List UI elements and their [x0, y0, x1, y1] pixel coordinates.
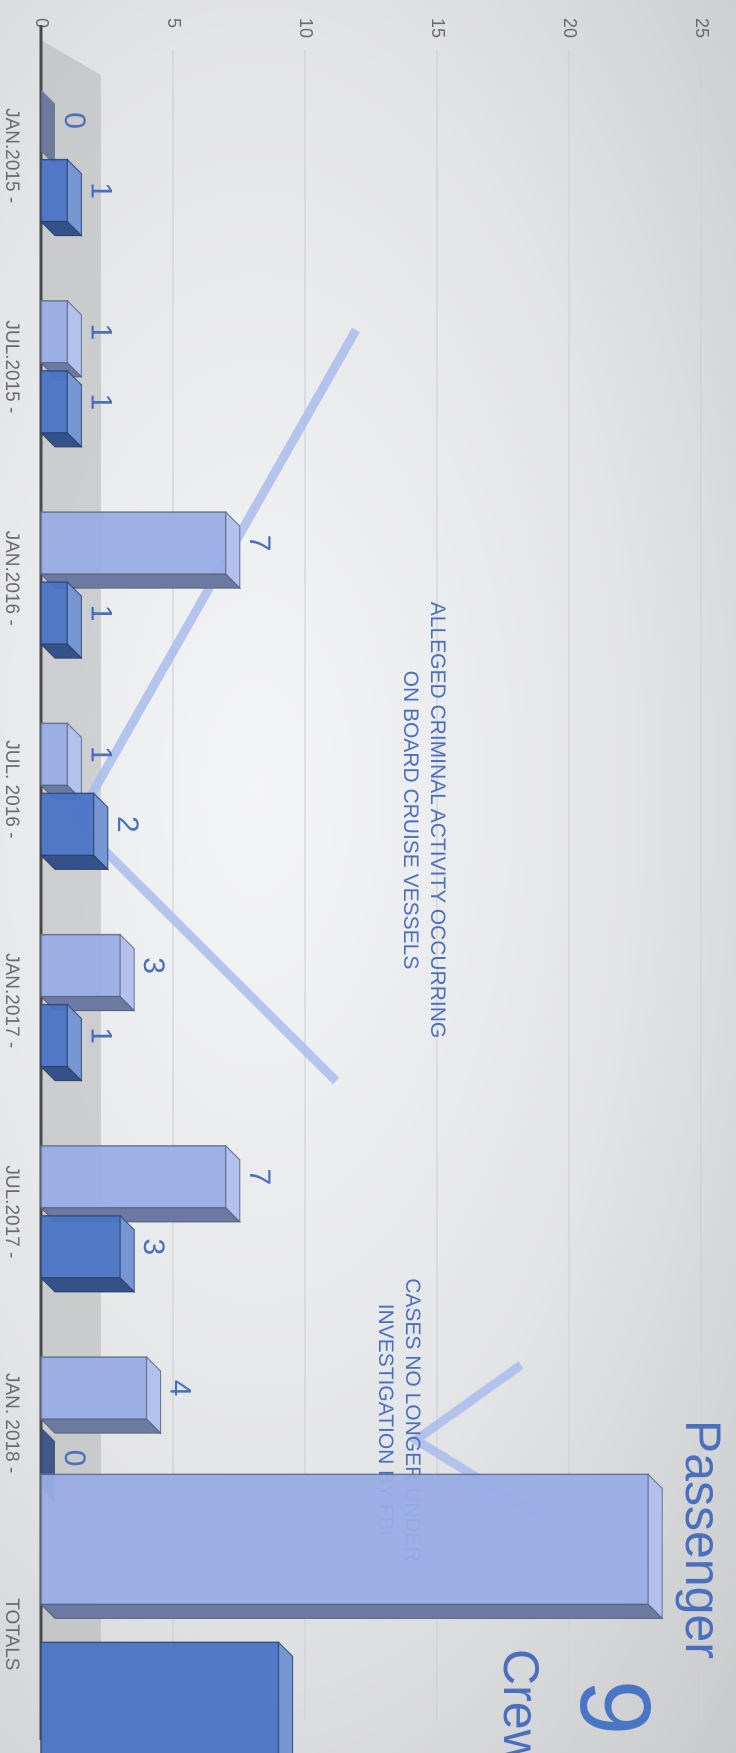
- bar-crew-side: [39, 221, 83, 237]
- data-label-crew: 0: [58, 1450, 91, 1467]
- data-label-passenger: 3: [137, 957, 170, 974]
- data-label-crew: 1: [84, 394, 117, 411]
- bar-passenger: [40, 722, 69, 787]
- bar-passenger: [40, 933, 121, 998]
- bar-passenger-side: [39, 1418, 162, 1434]
- legend-label-crew: Crew: [493, 1649, 549, 1753]
- data-label-passenger: 1: [84, 324, 117, 341]
- data-label-crew: 1: [84, 182, 117, 199]
- x-tick-label: JUL. 2016 -: [1, 740, 22, 838]
- y-tick-label: 0: [32, 18, 52, 28]
- x-tick-label: JUL.2015 -: [1, 320, 22, 413]
- data-label-passenger: 7: [243, 535, 276, 552]
- data-label-passenger: 7: [243, 1169, 276, 1186]
- bar-crew: [40, 792, 95, 857]
- y-tick-label: 15: [428, 18, 448, 38]
- y-tick-label: 10: [296, 18, 316, 38]
- data-label-crew: 1: [84, 605, 117, 622]
- y-tick-label: 20: [560, 18, 580, 38]
- chart-floor: [41, 40, 101, 1745]
- bar-passenger: [40, 1356, 148, 1420]
- bar-passenger: [40, 1473, 649, 1606]
- bar-crew-side: [39, 643, 83, 659]
- data-label-crew: 2: [111, 816, 144, 833]
- x-tick-label: JAN.2016 -: [1, 531, 22, 626]
- bar-passenger: [41, 89, 55, 166]
- data-label-crew: 1: [84, 1027, 117, 1044]
- bar-crew: [40, 370, 69, 434]
- bar-passenger-side: [39, 1603, 664, 1619]
- x-tick-label: JAN.2015 -: [1, 108, 22, 203]
- data-label-crew-total: 9: [559, 1680, 671, 1736]
- data-label-passenger: 0: [58, 112, 91, 129]
- bar-passenger: [40, 511, 227, 575]
- y-tick-label: 25: [692, 18, 712, 38]
- x-tick-label: JAN. 2018 -: [1, 1373, 22, 1473]
- data-label-passenger: 4: [164, 1380, 197, 1397]
- x-tick-label: JUL.2017 -: [1, 1165, 22, 1258]
- legend-label-passenger: Passenger: [675, 1420, 731, 1659]
- y-tick-label: 5: [164, 18, 184, 28]
- bar-crew: [40, 581, 69, 645]
- data-label-crew: 3: [137, 1239, 170, 1256]
- bar-crew: [40, 1641, 280, 1753]
- x-tick-label: TOTALS: [1, 1598, 22, 1670]
- bar-crew-side: [39, 1066, 83, 1082]
- bar-crew-side: [39, 432, 83, 448]
- annotation-text-alleged-criminal: ALLEGED CRIMINAL ACTIVITY OCCURRING: [426, 602, 449, 1038]
- bar-passenger: [40, 1145, 227, 1209]
- data-label-passenger: 1: [84, 746, 117, 763]
- bar-crew: [40, 158, 69, 223]
- x-tick-label: JAN.2017 -: [1, 953, 22, 1048]
- bar-crew: [40, 1215, 121, 1279]
- bar-crew: [40, 1003, 69, 1068]
- bar-crew-side: [39, 854, 110, 870]
- annotation-text-alleged-criminal: ON BOARD CRUISE VESSELS: [399, 671, 422, 970]
- bar-passenger-top: [647, 1473, 663, 1620]
- bar-passenger: [40, 300, 69, 364]
- bar-crew-top: [278, 1641, 294, 1753]
- bar-crew-side: [39, 1277, 136, 1293]
